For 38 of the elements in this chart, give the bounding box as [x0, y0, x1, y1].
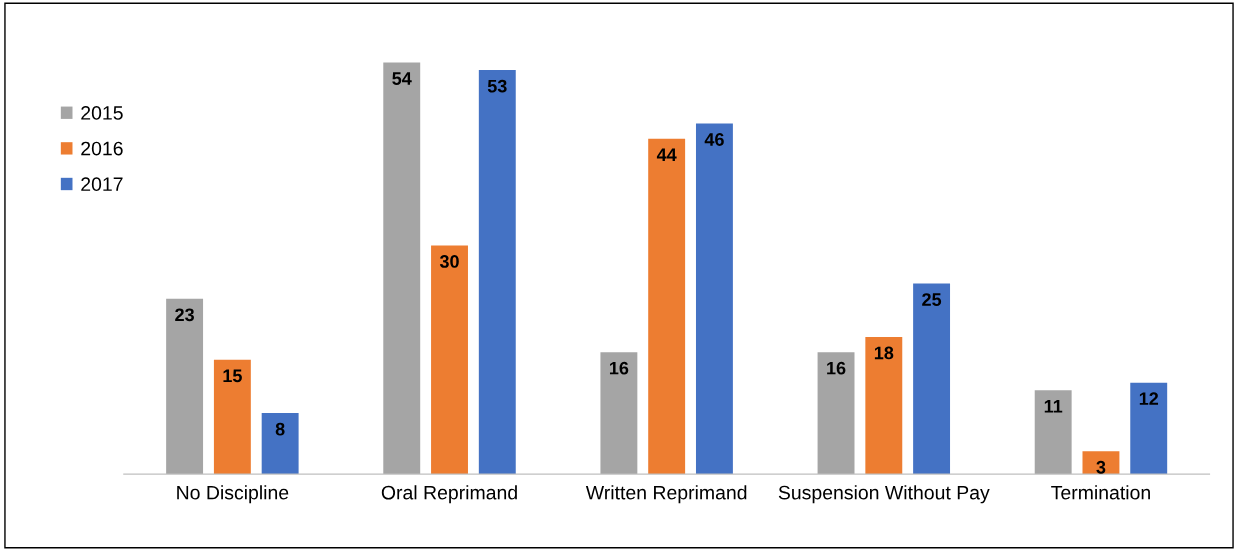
legend-label: 2015 — [81, 106, 123, 120]
data-label: 11 — [1044, 400, 1063, 413]
x-tick-label: Written Reprimand — [585, 485, 747, 504]
data-label: 16 — [609, 361, 629, 375]
data-label: 30 — [439, 255, 459, 268]
data-label: 16 — [827, 361, 846, 375]
bar — [213, 359, 251, 475]
bar — [383, 62, 421, 475]
data-label: 53 — [487, 79, 507, 93]
data-label: 44 — [656, 148, 677, 161]
data-label: 54 — [392, 72, 412, 85]
bar — [865, 336, 903, 475]
bar — [478, 70, 516, 475]
bar — [431, 245, 468, 475]
bar — [695, 123, 733, 475]
data-label: 12 — [1139, 392, 1159, 405]
data-label: 8 — [275, 422, 285, 436]
bar — [648, 138, 686, 475]
x-tick-label: Oral Reprimand — [381, 485, 517, 504]
bar — [817, 352, 855, 475]
bar — [1082, 451, 1120, 475]
legend-label: 2017 — [81, 177, 123, 192]
data-label: 18 — [874, 346, 894, 360]
data-label: 15 — [223, 369, 242, 383]
bar — [1130, 382, 1168, 475]
bar — [1034, 390, 1072, 475]
legend-label: 2016 — [81, 141, 123, 156]
bar — [600, 352, 638, 475]
bar — [166, 298, 204, 475]
x-tick-label: Termination — [1051, 485, 1150, 500]
data-label: 23 — [175, 308, 194, 322]
bar — [261, 413, 299, 475]
x-tick-label: No Discipline — [177, 485, 289, 504]
bar — [913, 283, 951, 475]
x-tick-label: Suspension Without Pay — [778, 485, 990, 504]
data-label: 46 — [704, 133, 724, 146]
data-label: 3 — [1096, 460, 1106, 474]
data-label: 25 — [922, 293, 942, 306]
